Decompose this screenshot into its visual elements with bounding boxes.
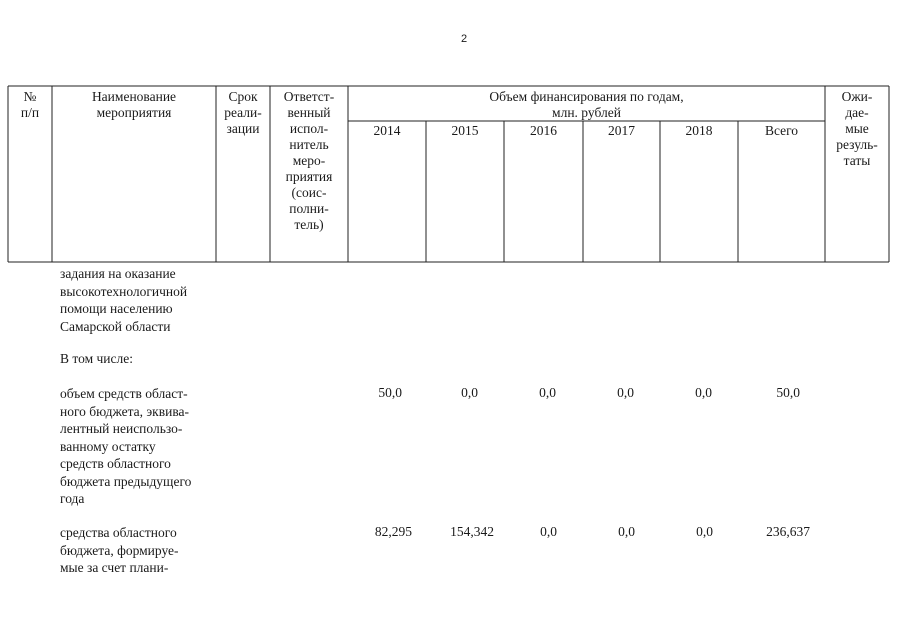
header-col-term: Срок реали- зации <box>224 89 262 136</box>
header-year-2016: 2016 <box>530 123 557 138</box>
header-year-2014: 2014 <box>373 123 401 138</box>
header-total: Всего <box>764 123 799 138</box>
row-2-value-2016: 0,0 <box>540 524 557 539</box>
header-year-2015: 2015 <box>451 123 479 138</box>
header-col-expected: Ожи- дае- мые резуль- таты <box>836 89 878 168</box>
header-year-2018: 2018 <box>685 123 713 138</box>
header-col-financing: Объем финансирования по годам, млн. рубл… <box>489 89 684 120</box>
row-1-value-2018: 0,0 <box>695 385 712 400</box>
row-2-value-total: 236,637 <box>766 524 810 539</box>
header-col-number: № п/п <box>20 89 40 120</box>
header-col-name: Наименование мероприятия <box>91 89 177 120</box>
intro-text: задания на оказание высокотехнологичной … <box>60 266 188 334</box>
row-1-value-total: 50,0 <box>776 385 800 400</box>
row-2-value-2017: 0,0 <box>618 524 635 539</box>
header-year-2017: 2017 <box>608 123 635 138</box>
row-2-value-2014: 82,295 <box>374 524 412 539</box>
row-2-value-2018: 0,0 <box>696 524 713 539</box>
row-1-value-2016: 0,0 <box>539 385 556 400</box>
row-2-value-2015: 154,342 <box>450 524 494 539</box>
row-1-value-2015: 0,0 <box>461 385 478 400</box>
row-1-description: объем средств област- ного бюджета, экви… <box>60 386 192 506</box>
row-2-description: средства областного бюджета, формируе- м… <box>60 525 179 575</box>
subheading: В том числе: <box>60 351 133 366</box>
page-number: 2 <box>461 33 468 45</box>
row-1-value-2017: 0,0 <box>617 385 634 400</box>
row-1-value-2014: 50,0 <box>378 385 402 400</box>
header-col-responsible: Ответст- венный испол- нитель меро- прия… <box>283 89 335 232</box>
